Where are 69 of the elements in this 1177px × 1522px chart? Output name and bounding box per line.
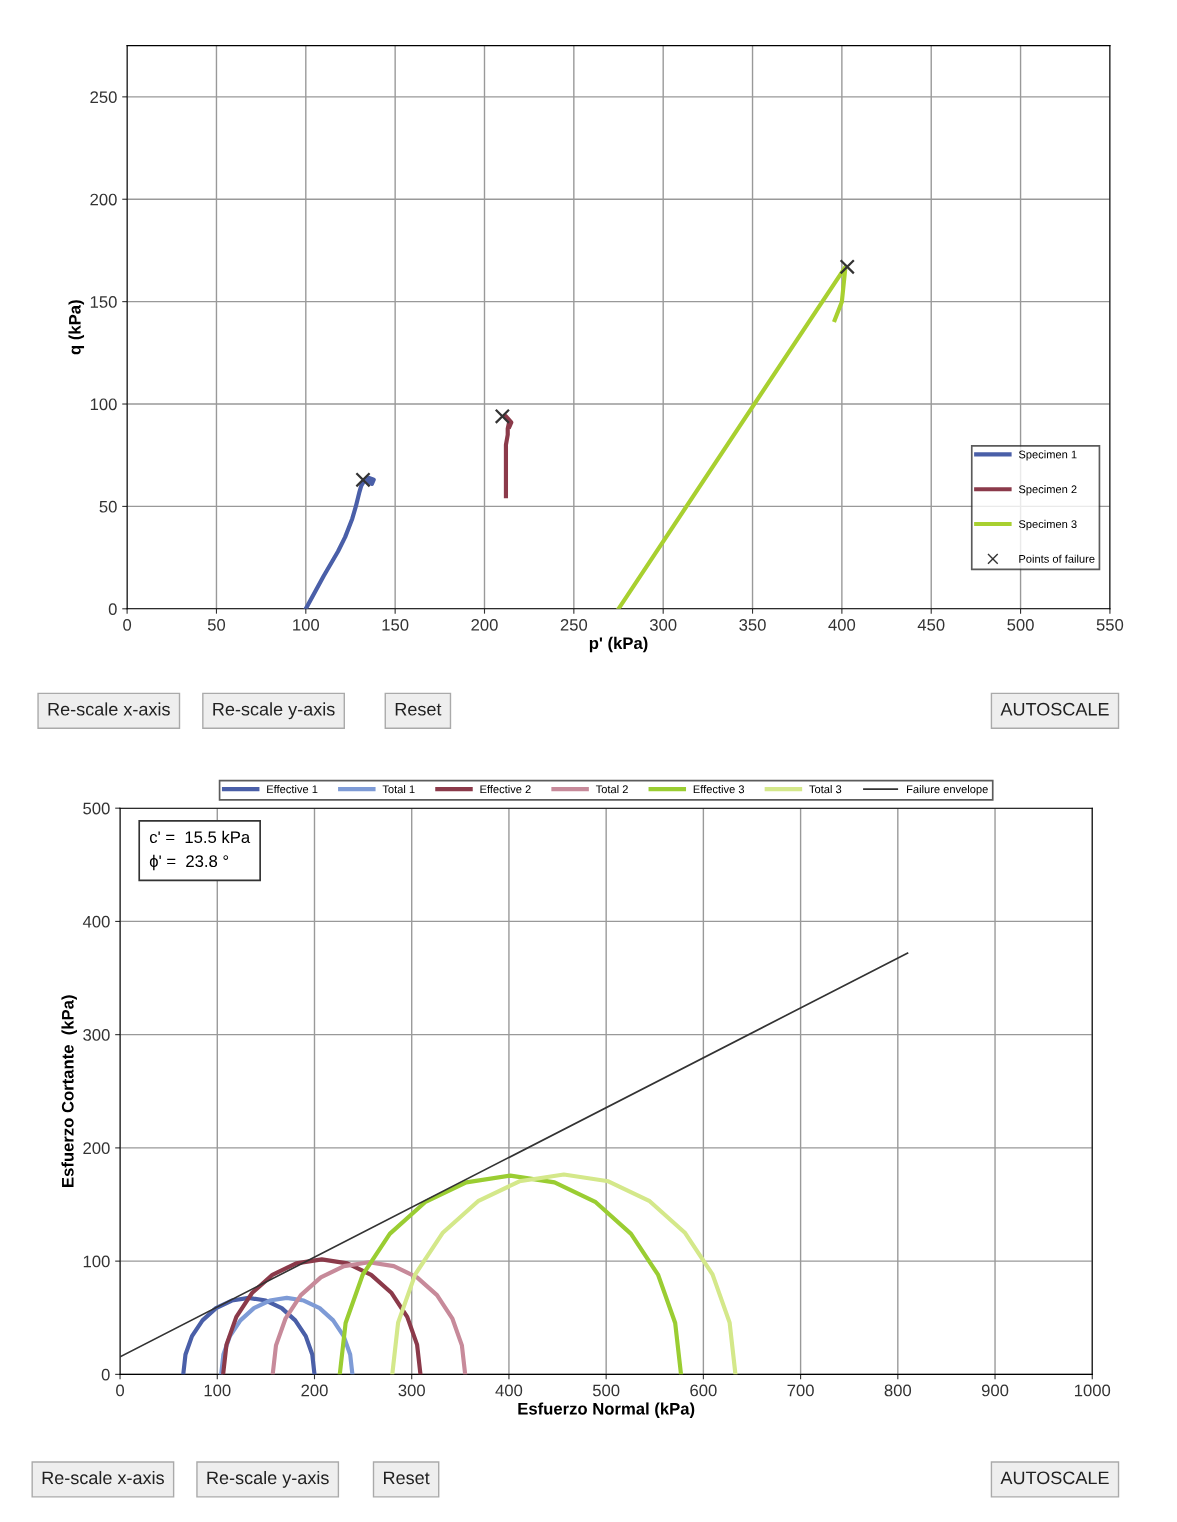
text: Reset [384,1471,430,1485]
y-tick-label: 300 [83,1029,110,1041]
point [355,472,371,488]
text: Reset [395,703,442,716]
x-tick-label: 300 [649,618,677,631]
legend-label: Total 1 [382,784,415,794]
y-tick-label: 100 [83,1255,110,1268]
y-tick-label: 500 [83,802,110,815]
y-tick-label: 0 [108,603,117,615]
x-tick-label: 350 [739,618,766,631]
legend-label: Points of failure [1019,554,1095,563]
legend-label: Total 2 [595,784,628,794]
point [494,408,511,425]
text: Re-scale y-axis [207,1470,329,1488]
x-tick-label: 550 [1096,618,1124,631]
y-tick-label: 100 [90,398,117,411]
legend-label: Effective 1 [267,784,318,794]
x-axis-title: Esfuerzo Normal (kPa) [518,1402,695,1418]
x-tick-label: 300 [398,1384,425,1397]
x-tick-label: 600 [690,1384,717,1397]
legend-label: Total 3 [809,784,842,794]
x-tick-label: 250 [560,618,588,631]
line-series [503,414,514,499]
line-series [616,264,848,609]
line-series [337,1173,684,1375]
legend-label: Failure envelope [907,784,988,796]
text: Re-scale y-axis [213,702,335,720]
y-axis-title: Esfuerzo Cortante (kPa) [61,995,77,1187]
y-axis-title: q (kPa) [68,300,85,355]
x-tick-label: 400 [828,618,856,631]
y-tick-label: 50 [99,500,117,513]
line-series [221,1257,423,1375]
y-tick-label: 200 [90,193,117,206]
x-tick-label: 200 [301,1384,328,1397]
text: Re-scale x-axis [42,1470,164,1485]
x-tick-label: 500 [592,1384,620,1397]
y-tick-label: 0 [101,1368,110,1381]
y-tick-label: 250 [90,91,117,104]
line-series [390,1172,738,1375]
x-tick-label: 50 [207,618,226,631]
x-tick-label: 1000 [1074,1384,1111,1397]
legend-label: Specimen 1 [1018,450,1077,461]
x-axis-title: p' (kPa) [589,636,648,653]
x-tick-label: 400 [495,1384,523,1397]
x-tick-label: 100 [204,1384,231,1397]
legend-label: Effective 2 [480,784,531,794]
x-tick-label: 500 [1007,618,1034,631]
y-tick-label: 150 [90,296,117,308]
y-tick-label: 200 [83,1142,110,1155]
x-tick-label: 700 [787,1384,814,1397]
x-tick-label: 800 [884,1384,912,1397]
x-tick-label: 0 [123,618,132,631]
legend-label: Specimen 3 [1018,519,1077,531]
x-tick-label: 150 [382,618,409,631]
text: Re-scale x-axis [48,702,170,716]
text: AUTOSCALE [1000,702,1109,716]
legend-label: Specimen 2 [1018,485,1077,496]
point [839,259,855,275]
x-tick-label: 0 [116,1384,125,1397]
x-tick-label: 900 [981,1384,1009,1397]
line-series [270,1260,468,1375]
line-series [303,475,376,609]
annotation: c' = 15.5 kPa ϕ' = 23.8 ° [149,830,251,871]
x-tick-label: 100 [293,618,320,631]
x-tick-label: 450 [917,618,945,631]
y-tick-label: 400 [82,915,110,928]
legend-label: Effective 3 [693,784,745,794]
x-tick-label: 200 [471,618,498,631]
text: AUTOSCALE [1000,1471,1109,1485]
